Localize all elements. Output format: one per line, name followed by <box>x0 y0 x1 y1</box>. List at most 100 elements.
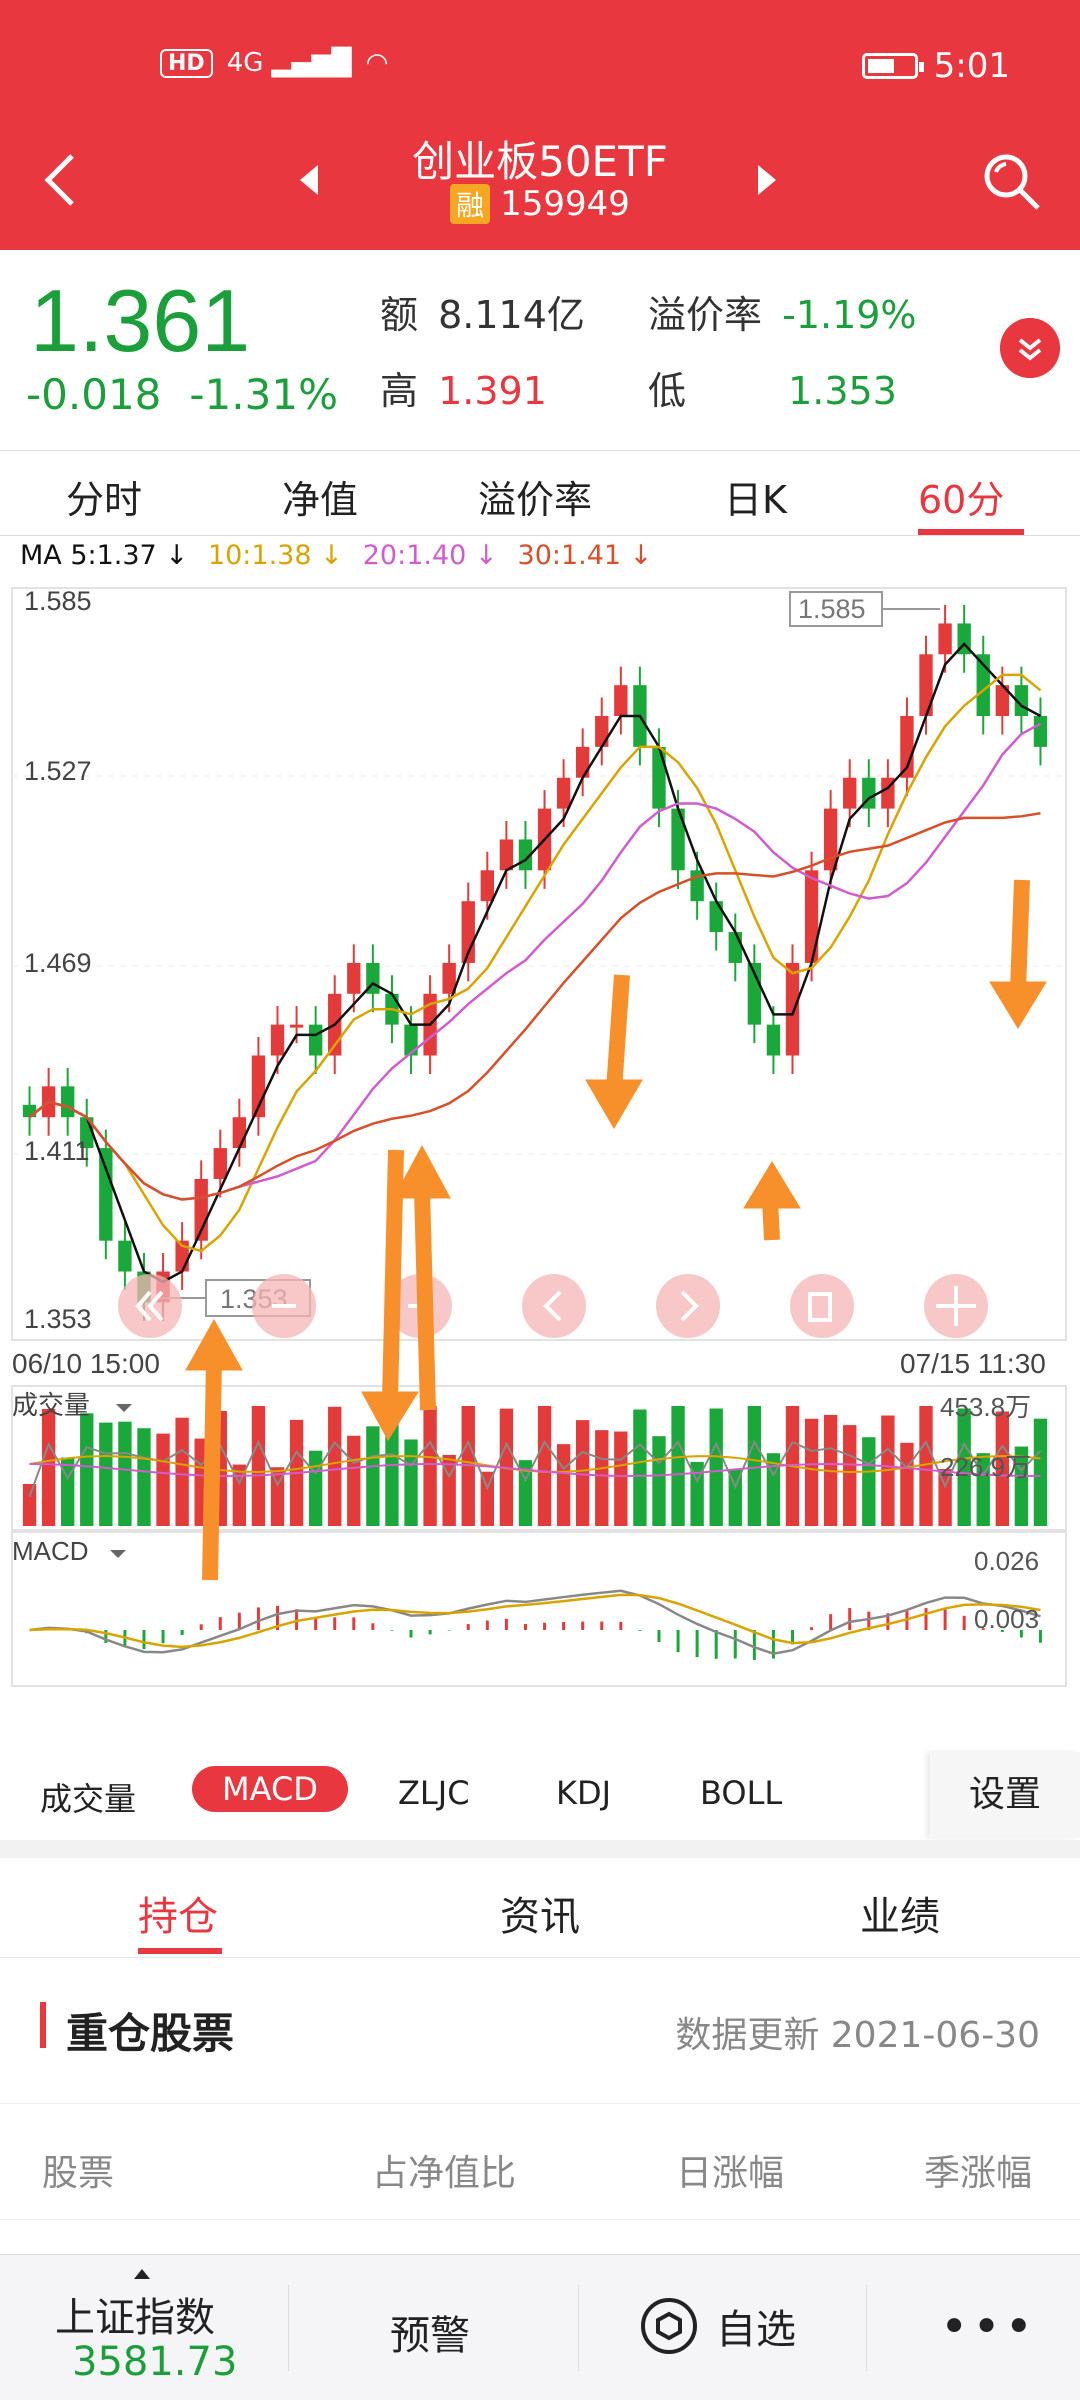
tab-holdings[interactable]: 持仓 <box>138 1894 218 1940</box>
volume-bar <box>175 1417 189 1526</box>
indicator-tabs: 成交量 MACD ZLJC KDJ BOLL 设置 <box>0 1752 1080 1838</box>
volume-bar <box>251 1406 266 1526</box>
candle-body <box>61 1086 75 1118</box>
holdings-title: 重仓股票 <box>66 2009 235 2058</box>
search-icon[interactable] <box>980 150 1042 212</box>
volume-bar <box>232 1464 247 1526</box>
volume-bar <box>995 1411 1009 1526</box>
volume-bar <box>595 1430 609 1526</box>
next-security-icon[interactable] <box>758 165 776 195</box>
col-daily-change[interactable]: 日涨幅 <box>676 2153 785 2194</box>
scroll-right-icon[interactable] <box>656 1274 720 1338</box>
tab-60min[interactable]: 60分 <box>918 478 1005 522</box>
col-quarter-change[interactable]: 季涨幅 <box>924 2153 1033 2194</box>
annotation-arrows <box>185 879 1047 1581</box>
volume-label[interactable]: 成交量 <box>12 1391 90 1421</box>
tab-performance[interactable]: 业绩 <box>860 1894 940 1940</box>
candle-body <box>595 716 609 747</box>
y-tick-label: 1.411 <box>24 1136 90 1166</box>
more-menu-icon[interactable]: ••• <box>940 2299 1037 2355</box>
expand-caret-icon[interactable] <box>134 2269 150 2279</box>
candlestick-series <box>22 604 1048 1321</box>
collapse-chevron-icon[interactable] <box>1000 318 1060 378</box>
high-value: 1.391 <box>438 369 547 413</box>
quote-panel: 1.361 -0.018 -1.31% 额 8.114亿 溢价率 -1.19% … <box>0 250 1080 448</box>
battery-icon <box>861 53 924 79</box>
volume-bar <box>614 1431 628 1526</box>
prev-security-icon[interactable] <box>300 165 318 195</box>
volume-bar <box>347 1435 361 1526</box>
index-name[interactable]: 上证指数 <box>55 2295 215 2341</box>
watchlist-button[interactable]: 自选 <box>640 2297 796 2355</box>
holdings-column-header: 股票 占净值比 日涨幅 季涨幅 <box>0 2104 1080 2220</box>
candle-body <box>709 901 723 933</box>
premium-label: 溢价率 <box>648 293 763 337</box>
candle-body <box>919 654 933 717</box>
amount-label: 额 <box>380 293 419 337</box>
col-weight[interactable]: 占净值比 <box>372 2153 517 2194</box>
rotate-icon[interactable] <box>790 1274 854 1338</box>
volume-bar <box>747 1406 762 1526</box>
candle-body <box>404 1024 418 1056</box>
candle-body <box>499 839 514 871</box>
ind-kdj[interactable]: KDJ <box>556 1774 612 1812</box>
ma-line <box>28 811 1041 1201</box>
volume-bar <box>1033 1418 1048 1526</box>
volume-bar <box>518 1460 533 1526</box>
section-accent-bar <box>40 2002 46 2048</box>
tab-news[interactable]: 资讯 <box>500 1894 580 1940</box>
alert-button[interactable]: 预警 <box>390 2313 470 2359</box>
hexagon-icon <box>641 2298 697 2354</box>
volume-bar <box>328 1406 342 1526</box>
scroll-left-icon[interactable] <box>522 1274 586 1338</box>
volume-bar <box>41 1408 56 1526</box>
status-right: 5:01 <box>861 46 1010 86</box>
status-bar: HD 4G ▂▄▆█ ◠ 5:01 <box>0 0 1080 120</box>
ma-legend: MA 5:1.37 ↓ 10:1.38 ↓ 20:1.40 ↓ 30:1.41 … <box>20 540 652 571</box>
macd-dropdown-icon[interactable] <box>110 1550 126 1558</box>
last-price: 1.361 <box>30 271 251 370</box>
ind-volume[interactable]: 成交量 <box>40 1780 137 1818</box>
macd-label[interactable]: MACD <box>12 1536 89 1566</box>
volume-bar <box>366 1426 380 1526</box>
back-icon[interactable] <box>40 150 80 210</box>
candle-body <box>99 1148 113 1241</box>
tab-premium[interactable]: 溢价率 <box>478 478 593 522</box>
section-divider <box>0 1840 1080 1858</box>
ma20-label: 20:1.40 ↓ <box>362 540 498 571</box>
volume-bar <box>156 1433 170 1526</box>
arrow-down-annotation <box>1010 879 1030 991</box>
arrow-down-annotation <box>606 974 630 1091</box>
volume-bars <box>22 1406 1048 1526</box>
ind-boll[interactable]: BOLL <box>700 1774 783 1812</box>
kline-chart[interactable]: 1.585 1.527 1.469 1.411 1.353 1.585 1.35… <box>10 580 1070 1750</box>
ma30-label: 30:1.41 ↓ <box>517 540 653 571</box>
volume-bar <box>843 1425 857 1526</box>
tab-intraday[interactable]: 分时 <box>66 478 143 522</box>
tab-daily-k[interactable]: 日K <box>724 478 787 522</box>
volume-ma-line <box>28 1439 1042 1497</box>
arrow-up-head <box>185 1318 243 1371</box>
nav-separator <box>866 2285 867 2371</box>
arrow-up-head <box>743 1161 801 1209</box>
volume-bar <box>690 1461 704 1526</box>
ind-zljc[interactable]: ZLJC <box>398 1774 470 1812</box>
volume-dropdown-icon[interactable] <box>116 1404 132 1412</box>
low-value: 1.353 <box>788 369 897 413</box>
volume-bar <box>442 1454 456 1526</box>
col-stock[interactable]: 股票 <box>42 2153 115 2194</box>
period-tabs: 分时 净值 溢价率 日K 60分 <box>0 450 1080 536</box>
ma-line <box>28 673 1042 1253</box>
settings-button[interactable]: 设置 <box>930 1752 1080 1838</box>
content-tab-underline <box>138 1948 222 1954</box>
holdings-update-date: 数据更新 2021-06-30 <box>675 2015 1040 2056</box>
header-bar: HD 4G ▂▄▆█ ◠ 5:01 创业板50ETF 融 159949 <box>0 0 1080 250</box>
volume-bar <box>423 1406 437 1526</box>
macd-histogram <box>47 1605 1042 1660</box>
bottom-nav: 上证指数 3581.73 预警 自选 ••• <box>0 2254 1080 2400</box>
volume-bar <box>938 1469 952 1526</box>
tab-nav[interactable]: 净值 <box>282 478 359 522</box>
status-left: HD 4G ▂▄▆█ ◠ <box>160 48 388 78</box>
ind-macd[interactable]: MACD <box>192 1766 348 1812</box>
volume-bar <box>556 1444 571 1526</box>
